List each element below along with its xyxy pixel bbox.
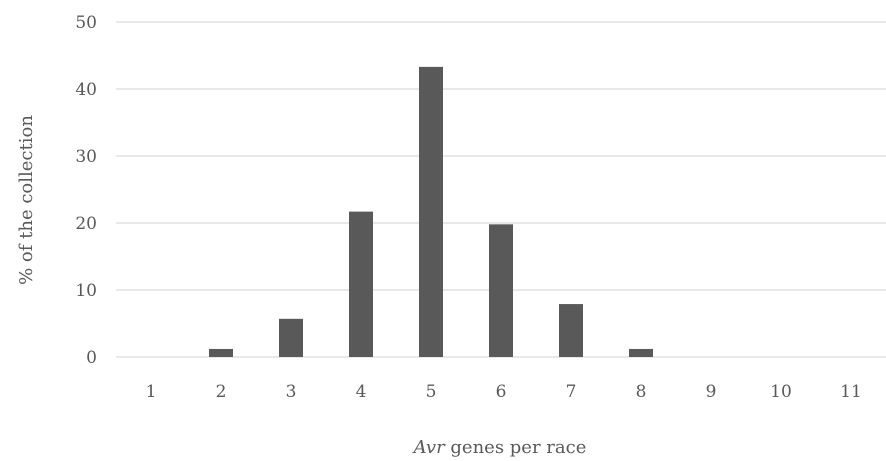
x-axis-ticks: 1 2 3 4 5 6 7 8 9 10 11	[146, 382, 862, 402]
x-tick-label: 10	[770, 382, 792, 402]
x-tick-label: 2	[216, 382, 227, 402]
bar-6	[489, 224, 513, 357]
x-axis-title-rest: genes per race	[445, 437, 587, 458]
x-tick-label: 1	[146, 382, 157, 402]
x-tick-label: 8	[636, 382, 647, 402]
y-axis-ticks: 0 10 20 30 40 50	[75, 13, 97, 368]
bar-5	[419, 66, 443, 357]
bar-7	[559, 304, 583, 357]
x-axis-title-italic: Avr	[412, 437, 446, 458]
y-tick-label: 0	[86, 348, 97, 368]
x-tick-label: 11	[840, 382, 862, 402]
x-tick-label: 5	[426, 382, 437, 402]
x-axis-title: Avr genes per race	[412, 437, 587, 458]
x-tick-label: 6	[496, 382, 507, 402]
bar-8	[629, 348, 653, 357]
y-axis-title: % of the collection	[16, 115, 37, 285]
y-tick-label: 20	[75, 214, 97, 234]
x-tick-label: 4	[356, 382, 367, 402]
x-tick-label: 9	[706, 382, 717, 402]
x-tick-label: 3	[286, 382, 297, 402]
y-tick-label: 10	[75, 281, 97, 301]
bar-2	[209, 348, 233, 357]
bar-4	[349, 211, 373, 357]
y-tick-label: 30	[75, 147, 97, 167]
bar-3	[279, 318, 303, 357]
y-tick-label: 50	[75, 13, 97, 33]
y-tick-label: 40	[75, 80, 97, 100]
bars	[209, 66, 653, 357]
x-tick-label: 7	[566, 382, 577, 402]
gridlines	[116, 21, 886, 358]
